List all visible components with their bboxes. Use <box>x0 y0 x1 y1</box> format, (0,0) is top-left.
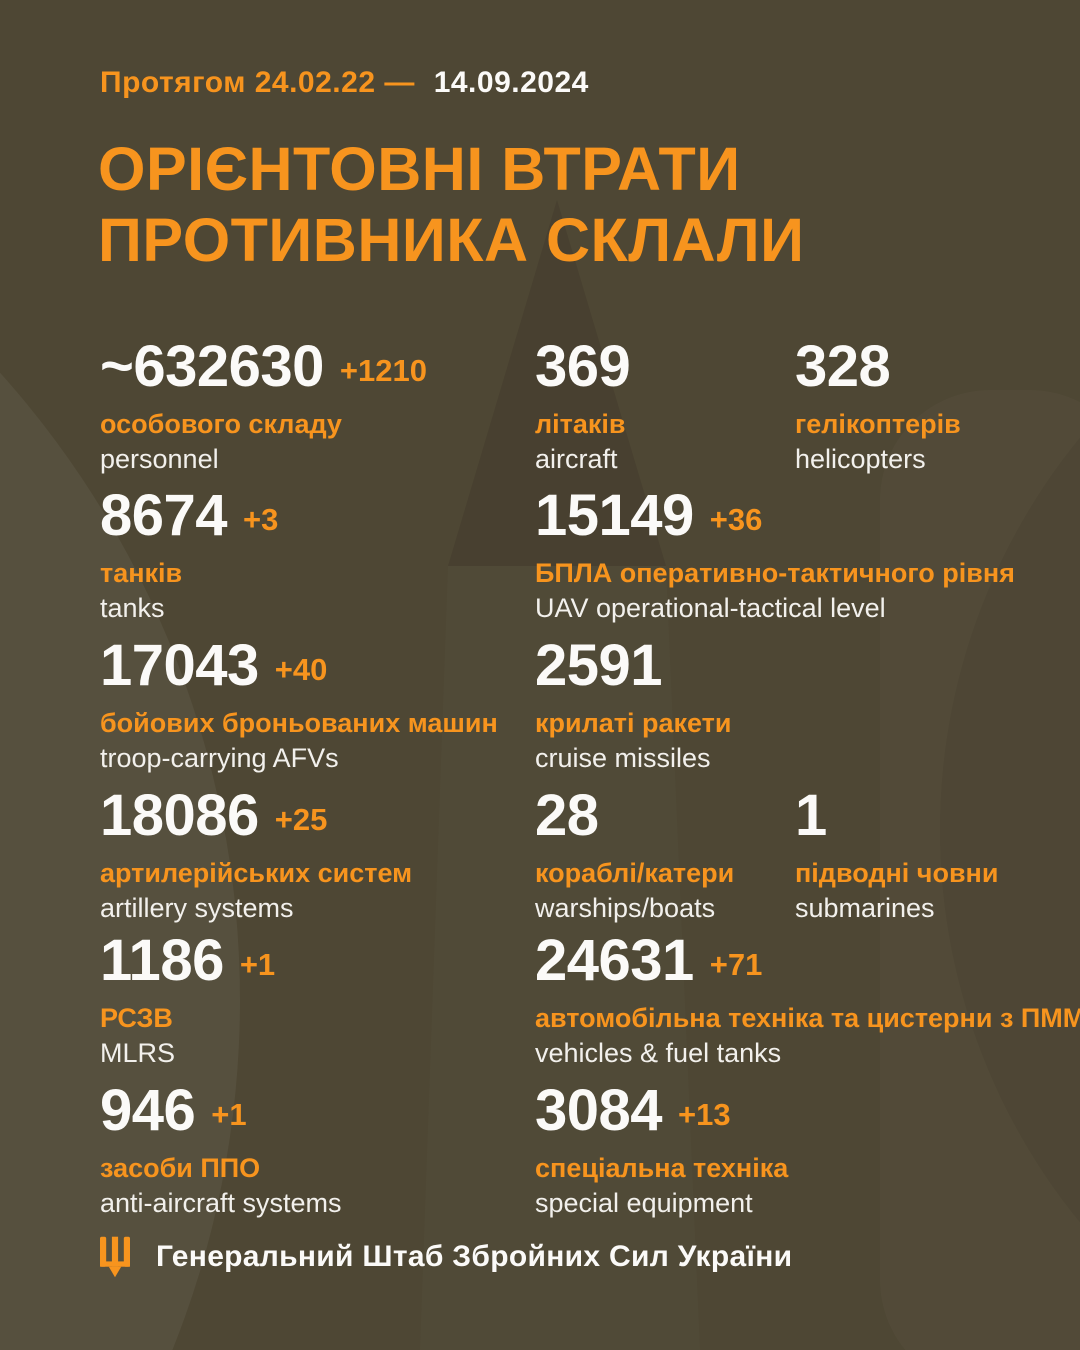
stat-helicopters-label-uk: гелікоптерів <box>795 409 961 439</box>
stat-anti-aircraft-label-en: anti-aircraft systems <box>100 1187 342 1218</box>
stat-mlrs: 1186 +1 РСЗВ MLRS <box>100 932 275 1071</box>
stat-uav-label-uk: БПЛА оперативно-тактичного рівня <box>535 558 1015 588</box>
stat-vehicles: 24631 +71 автомобільна техніка та цистер… <box>535 932 1080 1071</box>
stat-cruise-missiles-label-uk: крилаті ракети <box>535 708 732 738</box>
report-date: 14.09.2024 <box>433 66 589 99</box>
footer-org-name: Генеральний Штаб Збройних Сил України <box>156 1240 793 1273</box>
stat-vehicles-label-uk: автомобільна техніка та цистерни з ПММ <box>535 1003 1080 1033</box>
stat-personnel-label-uk: особового складу <box>100 409 342 439</box>
stat-anti-aircraft-value: 946 <box>100 1078 196 1143</box>
stat-special-equipment: 3084 +13 спеціальна техніка special equi… <box>535 1082 788 1221</box>
stat-afv-value: 17043 <box>100 633 259 698</box>
page-title: ОРІЄНТОВНІ ВТРАТИ ПРОТИВНИКА СКЛАЛИ <box>98 134 805 277</box>
stat-submarines-label-en: submarines <box>795 892 935 923</box>
stat-tanks-label-en: tanks <box>100 592 165 623</box>
stat-mlrs-label-en: MLRS <box>100 1037 176 1068</box>
stat-anti-aircraft: 946 +1 засоби ППО anti-aircraft systems <box>100 1082 342 1221</box>
stat-tanks: 8674 +3 танків tanks <box>100 487 278 626</box>
stat-afv-label-uk: бойових броньованих машин <box>100 708 498 738</box>
stat-uav-value: 15149 <box>535 483 694 548</box>
stat-cruise-missiles: 2591 крилаті ракети cruise missiles <box>535 637 732 776</box>
stat-special-equipment-value: 3084 <box>535 1078 663 1143</box>
stat-uav-label-en: UAV operational-tactical level <box>535 592 886 623</box>
stat-special-equipment-label-uk: спеціальна техніка <box>535 1153 789 1183</box>
stat-vehicles-label-en: vehicles & fuel tanks <box>535 1037 782 1068</box>
report-period: Протягом 24.02.22 — 14.09.2024 <box>100 66 589 100</box>
stat-mlrs-value: 1186 <box>100 928 224 993</box>
stat-warships-label-en: warships/boats <box>535 892 716 923</box>
stat-aircraft-value: 369 <box>535 334 631 399</box>
stat-vehicles-delta: +71 <box>709 947 763 982</box>
stat-submarines: 1 підводні човни submarines <box>795 787 998 926</box>
stat-cruise-missiles-label-en: cruise missiles <box>535 742 711 773</box>
stat-afv: 17043 +40 бойових броньованих машин troo… <box>100 637 498 776</box>
stat-anti-aircraft-label-uk: засоби ППО <box>100 1153 261 1183</box>
stat-helicopters: 328 гелікоптерів helicopters <box>795 338 961 477</box>
stat-aircraft-label-en: aircraft <box>535 443 618 474</box>
period-prefix: Протягом 24.02.22 — <box>100 66 415 99</box>
stat-artillery: 18086 +25 артилерійських систем artiller… <box>100 787 412 926</box>
stat-personnel-label-en: personnel <box>100 443 219 474</box>
stat-helicopters-value: 328 <box>795 334 891 399</box>
stat-aircraft: 369 літаків aircraft <box>535 334 631 477</box>
stat-cruise-missiles-value: 2591 <box>535 633 663 698</box>
page-title-line2: ПРОТИВНИКА СКЛАЛИ <box>98 206 805 275</box>
stat-tanks-label-uk: танків <box>100 558 183 588</box>
stat-submarines-label-uk: підводні човни <box>795 858 999 888</box>
stat-artillery-label-en: artillery systems <box>100 892 294 923</box>
stat-personnel: ~632630 +1210 особового складу personnel <box>100 338 427 477</box>
stat-vehicles-value: 24631 <box>535 928 694 993</box>
stat-afv-label-en: troop-carrying AFVs <box>100 742 339 773</box>
stat-personnel-delta: +1210 <box>339 353 427 388</box>
trident-icon <box>100 1236 130 1278</box>
stat-artillery-delta: +25 <box>274 802 328 837</box>
stat-aircraft-label-uk: літаків <box>535 409 626 439</box>
stat-warships-label-uk: кораблі/катери <box>535 858 735 888</box>
stat-mlrs-label-uk: РСЗВ <box>100 1003 173 1033</box>
stat-special-equipment-label-en: special equipment <box>535 1187 753 1218</box>
footer: Генеральний Штаб Збройних Сил України <box>100 1236 792 1278</box>
stat-artillery-label-uk: артилерійських систем <box>100 858 413 888</box>
page-title-line1: ОРІЄНТОВНІ ВТРАТИ <box>98 135 741 203</box>
stat-artillery-value: 18086 <box>100 783 259 848</box>
stat-tanks-delta: +3 <box>243 502 279 537</box>
stat-warships: 28 кораблі/катери warships/boats <box>535 787 734 926</box>
stat-uav-delta: +36 <box>709 502 763 537</box>
stat-special-equipment-delta: +13 <box>678 1097 731 1132</box>
stat-mlrs-delta: +1 <box>239 947 276 982</box>
stat-anti-aircraft-delta: +1 <box>211 1097 247 1132</box>
stat-afv-delta: +40 <box>274 652 328 687</box>
stat-warships-value: 28 <box>535 783 599 848</box>
stat-helicopters-label-en: helicopters <box>795 443 926 474</box>
stat-personnel-value: ~632630 <box>100 334 324 399</box>
stat-uav: 15149 +36 БПЛА оперативно-тактичного рів… <box>535 487 1015 626</box>
stat-tanks-value: 8674 <box>100 483 228 548</box>
stat-submarines-value: 1 <box>795 783 827 848</box>
